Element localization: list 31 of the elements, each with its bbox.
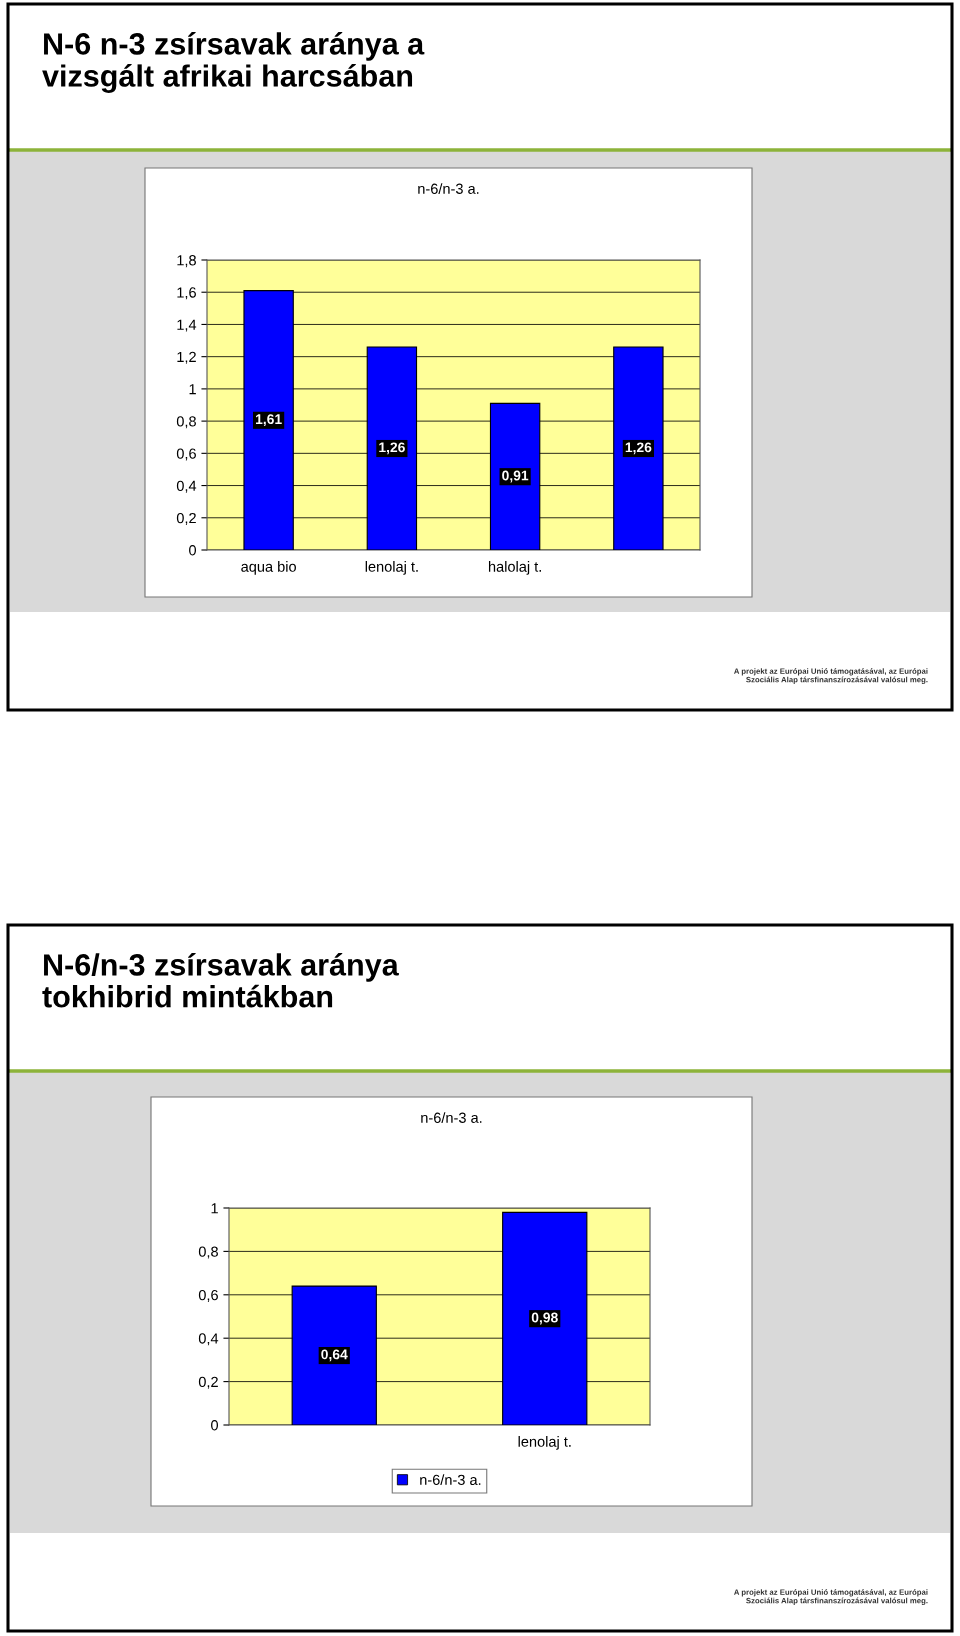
y-tick-label: 0 [211, 1420, 219, 1431]
x-tick-label: lenolaj t. [365, 561, 418, 575]
chart-title: N-6 n-3 zsírsavak aránya a vizsgált afrikai harcsában [42, 32, 425, 93]
x-tick-label: halolaj t. [488, 561, 541, 575]
data-label: 0,91 [502, 470, 529, 483]
y-tick-label: 0 [189, 545, 197, 556]
y-tick-label: 1,2 [177, 351, 196, 364]
y-tick-label: 0,2 [198, 1376, 218, 1389]
chart-subtitle: n-6/n-3 a. [421, 1112, 482, 1123]
y-tick-label: 0,8 [198, 1246, 218, 1259]
data-label: 1,26 [379, 442, 405, 455]
y-tick-label: 0,4 [198, 1333, 219, 1346]
y-tick-label: 0,6 [198, 1289, 218, 1302]
chart-subtitle: n-6/n-3 a. [418, 183, 479, 194]
y-tick-label: 1,4 [177, 319, 197, 332]
data-label: 1,61 [255, 414, 282, 427]
y-tick-label: 0,4 [176, 480, 197, 493]
data-label: 0,64 [321, 1349, 348, 1362]
x-tick-label: lenolaj t. [518, 1436, 571, 1450]
x-tick-label: aqua bio [241, 561, 296, 575]
y-tick-label: 1,8 [177, 255, 196, 268]
chart-title: N-6/n-3 zsírsavak aránya tokhibrid mintákban [42, 953, 399, 1008]
y-tick-label: 1,6 [177, 287, 196, 300]
y-tick-label: 1 [211, 1203, 218, 1214]
y-tick-label: 0,8 [176, 416, 196, 429]
y-tick-label: 0,2 [176, 512, 196, 525]
y-tick-label: 1 [189, 384, 196, 395]
legend-label: n-6/n-3 a. [420, 1474, 481, 1485]
data-label: 1,26 [625, 442, 652, 455]
y-tick-label: 0,6 [176, 448, 196, 461]
data-label: 0,98 [531, 1312, 558, 1325]
